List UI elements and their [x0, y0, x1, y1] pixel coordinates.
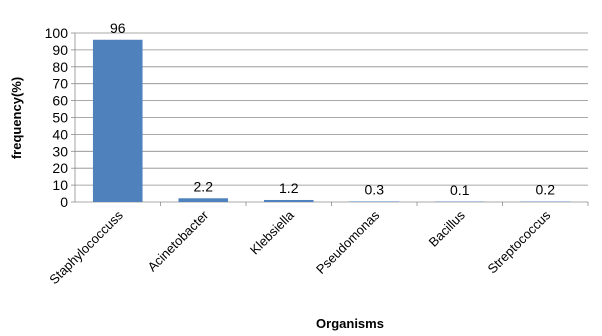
x-tick-label: Klebsiella — [247, 207, 297, 257]
bar-acinetobacter — [178, 198, 228, 202]
bar-klebsiella — [264, 200, 314, 202]
x-tick-label: Acinetobacter — [145, 207, 212, 274]
x-tick-label: Streptococcus — [485, 207, 554, 276]
x-tick-label: Bacillus — [426, 207, 469, 250]
data-label: 0.3 — [365, 181, 385, 197]
data-label: 0.2 — [536, 182, 556, 198]
data-label: 96 — [110, 20, 126, 36]
y-tick-label: 10 — [52, 177, 68, 193]
bar-pseudomonas — [349, 201, 399, 202]
x-tick-label: Pseudomonas — [313, 207, 383, 277]
y-tick-label: 60 — [52, 93, 68, 109]
y-tick-label: 90 — [52, 42, 68, 58]
x-tick-label: Staphylococcuss — [46, 207, 126, 287]
y-tick-label: 20 — [52, 160, 68, 176]
gridlines — [75, 33, 588, 185]
bar-staphylococcuss — [93, 40, 143, 202]
y-tick-label: 70 — [52, 76, 68, 92]
y-tick-label: 80 — [52, 59, 68, 75]
y-tick-label: 100 — [45, 25, 69, 41]
y-axis-title: frequency(%) — [9, 77, 24, 159]
y-tick-label: 40 — [52, 126, 68, 142]
data-label: 2.2 — [194, 178, 214, 194]
y-tick-label: 50 — [52, 110, 68, 126]
data-label: 0.1 — [450, 182, 470, 198]
bars — [93, 40, 570, 202]
y-tick-label: 0 — [60, 194, 68, 210]
x-tick-labels: Staphylococcuss Acinetobacter Klebsiella Ps… — [46, 207, 553, 287]
data-label: 1.2 — [279, 180, 299, 196]
axes — [71, 33, 588, 206]
x-axis-title: Organisms — [316, 316, 384, 331]
data-labels: 96 2.2 1.2 0.3 0.1 0.2 — [110, 20, 555, 198]
y-tick-label: 30 — [52, 143, 68, 159]
